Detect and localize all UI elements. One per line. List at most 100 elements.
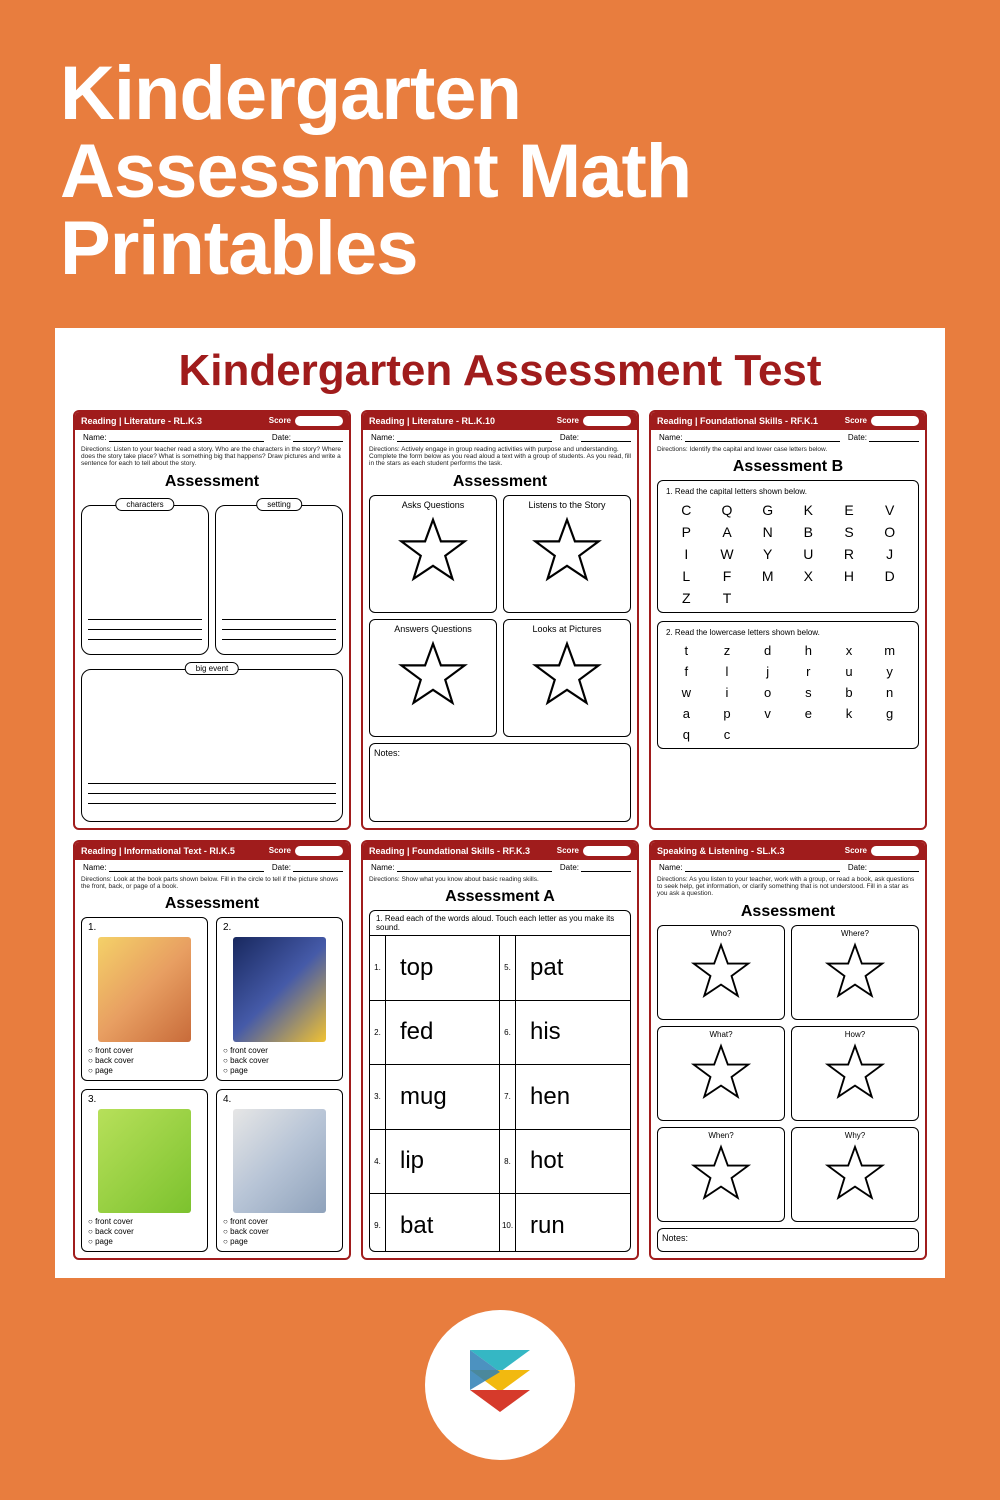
word-cell: fed xyxy=(386,1001,500,1066)
star-icon xyxy=(690,940,752,1002)
letter-cell: f xyxy=(666,664,707,679)
book-part-box: 2.front coverback coverpage xyxy=(216,917,343,1080)
option: front cover xyxy=(88,1046,201,1056)
letter-cell: X xyxy=(788,568,829,584)
qword-label: Who? xyxy=(661,929,781,938)
letter-cell: s xyxy=(788,685,829,700)
item-number: 4. xyxy=(223,1094,336,1105)
letter-cell: N xyxy=(747,524,788,540)
letter-cell: v xyxy=(747,706,788,721)
question-word-box: When? xyxy=(657,1127,785,1222)
book-image xyxy=(98,1109,191,1213)
star-icon xyxy=(824,1041,886,1103)
big-event-tab: big event xyxy=(185,662,239,675)
word-cell: lip xyxy=(386,1130,500,1195)
letter-cell: t xyxy=(666,643,707,658)
word-number: 2. xyxy=(370,1001,386,1066)
directions-text: Directions: Actively engage in group rea… xyxy=(363,444,637,471)
score-pill xyxy=(295,416,343,426)
table-caption: 1. Read each of the words aloud. Touch e… xyxy=(370,911,630,936)
score-label: Score xyxy=(845,416,919,426)
letter-cell: J xyxy=(869,546,910,562)
score-label: Score xyxy=(269,846,343,856)
letter-cell: k xyxy=(829,706,870,721)
name-date-row: Name: Date: xyxy=(651,860,925,874)
word-cell: hen xyxy=(516,1065,630,1130)
letter-cell: a xyxy=(666,706,707,721)
star-icon xyxy=(531,638,603,710)
star-icon xyxy=(824,1142,886,1204)
word-number: 4. xyxy=(370,1130,386,1195)
item-number: 1. xyxy=(88,922,201,933)
book-part-box: 1.front coverback coverpage xyxy=(81,917,208,1080)
letter-cell: o xyxy=(747,685,788,700)
star-box: Listens to the Story xyxy=(503,495,631,613)
letter-cell: F xyxy=(707,568,748,584)
setting-tab: setting xyxy=(256,498,302,511)
name-date-row: Name: Date: xyxy=(75,430,349,444)
letter-cell: W xyxy=(707,546,748,562)
word-number: 6. xyxy=(500,1001,516,1066)
word-cell: bat xyxy=(386,1194,500,1252)
letter-cell: Z xyxy=(666,590,707,606)
letter-cell: x xyxy=(829,643,870,658)
score-label: Score xyxy=(557,846,631,856)
card-header: Reading | Literature - RL.K.3 Score xyxy=(75,412,349,430)
card-rlk3: Reading | Literature - RL.K.3 Score Name… xyxy=(73,410,351,830)
header-label: Speaking & Listening - SL.K.3 xyxy=(657,846,785,856)
question-word-box: Who? xyxy=(657,925,785,1020)
card-rfk3: Reading | Foundational Skills - RF.K.3 S… xyxy=(361,840,639,1260)
characters-box: characters xyxy=(81,505,209,655)
name-date-row: Name: Date: xyxy=(75,860,349,874)
book-image xyxy=(233,1109,326,1213)
letter-cell: E xyxy=(829,502,870,518)
section-title: Assessment xyxy=(75,895,349,913)
star-box: Answers Questions xyxy=(369,619,497,737)
star-box: Asks Questions xyxy=(369,495,497,613)
option: page xyxy=(223,1066,336,1076)
letter-cell: A xyxy=(707,524,748,540)
section-title: Assessment xyxy=(651,903,925,921)
letter-cell: S xyxy=(829,524,870,540)
section-title: Assessment xyxy=(75,473,349,491)
card-rfk1: Reading | Foundational Skills - RF.K.1 S… xyxy=(649,410,927,830)
letter-cell: Q xyxy=(707,502,748,518)
directions-text: Directions: Show what you know about bas… xyxy=(363,874,637,886)
worksheet-panel: Kindergarten Assessment Test Reading | L… xyxy=(55,328,945,1278)
book-part-box: 4.front coverback coverpage xyxy=(216,1089,343,1252)
star-icon xyxy=(397,638,469,710)
card-rik5: Reading | Informational Text - RI.K.5 Sc… xyxy=(73,840,351,1260)
characters-tab: characters xyxy=(115,498,174,511)
directions-text: Directions: Listen to your teacher read … xyxy=(75,444,349,471)
header-label: Reading | Foundational Skills - RF.K.3 xyxy=(369,846,530,856)
option: page xyxy=(88,1237,201,1247)
notes-box: Notes: xyxy=(369,743,631,822)
letter-cell: D xyxy=(869,568,910,584)
options-list: front coverback coverpage xyxy=(223,1046,336,1076)
letter-cell: U xyxy=(788,546,829,562)
star-label: Listens to the Story xyxy=(508,500,626,510)
book-image xyxy=(233,937,326,1041)
option: back cover xyxy=(223,1227,336,1237)
qword-label: Why? xyxy=(795,1131,915,1140)
star-icon xyxy=(531,514,603,586)
word-cell: top xyxy=(386,936,500,1001)
letter-cell: K xyxy=(788,502,829,518)
card-header: Reading | Literature - RL.K.10 Score xyxy=(363,412,637,430)
word-number: 7. xyxy=(500,1065,516,1130)
section-title: Assessment B xyxy=(651,458,925,476)
letter-cell: j xyxy=(747,664,788,679)
option: back cover xyxy=(88,1227,201,1237)
chevron-logo-icon xyxy=(460,1340,540,1430)
word-cell: run xyxy=(516,1194,630,1252)
letter-cell: n xyxy=(869,685,910,700)
letter-cell: Y xyxy=(747,546,788,562)
big-event-box: big event xyxy=(81,669,343,822)
letter-cell: O xyxy=(869,524,910,540)
letter-cell: g xyxy=(869,706,910,721)
lowercase-letters-block: 2. Read the lowercase letters shown belo… xyxy=(657,621,919,749)
option: front cover xyxy=(223,1217,336,1227)
letter-cell: b xyxy=(829,685,870,700)
star-icon xyxy=(397,514,469,586)
star-icon xyxy=(824,940,886,1002)
